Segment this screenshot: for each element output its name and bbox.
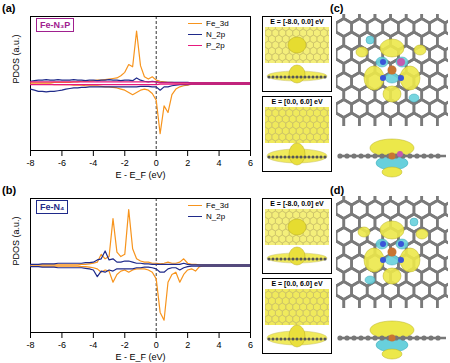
html-text:(a): (a) [2, 2, 16, 14]
svg-text:-2: -2 [121, 158, 129, 168]
svg-text:2: 2 [185, 340, 190, 350]
html-text:Fe-N₃P: Fe-N₃P [40, 20, 71, 30]
html-text:Fe-N₄: Fe-N₄ [40, 202, 65, 212]
svg-text:4: 4 [217, 158, 222, 168]
svg-text:-8: -8 [26, 340, 34, 350]
svg-text:E - E_F (eV): E - E_F (eV) [115, 170, 165, 180]
svg-text:-2: -2 [121, 340, 129, 350]
html-text:P_2p: P_2p [206, 41, 225, 50]
svg-text:-8: -8 [26, 158, 34, 168]
html-text:(c): (c) [330, 2, 344, 14]
svg-text:PDOS (a.u.): PDOS (a.u.) [11, 34, 21, 83]
svg-text:-4: -4 [89, 340, 97, 350]
html-text:E = [-8.0, 0.0] eV: E = [-8.0, 0.0] eV [270, 200, 324, 207]
svg-text:E - E_F (eV): E - E_F (eV) [115, 352, 165, 362]
svg-text:-6: -6 [58, 340, 66, 350]
svg-text:-6: -6 [58, 158, 66, 168]
svg-text:PDOS (a.u.): PDOS (a.u.) [11, 216, 21, 265]
html-text:(d): (d) [330, 184, 344, 196]
html-text:E = [0.0, 6.0] eV: E = [0.0, 6.0] eV [271, 98, 323, 105]
svg-text:0: 0 [154, 158, 159, 168]
html-text:Fe_3d: Fe_3d [206, 201, 229, 210]
svg-text:6: 6 [248, 340, 253, 350]
svg-text:6: 6 [248, 158, 253, 168]
html-text:(b): (b) [2, 184, 16, 196]
svg-text:-4: -4 [89, 158, 97, 168]
html-text:E = [0.0, 6.0] eV: E = [0.0, 6.0] eV [271, 280, 323, 287]
svg-text:4: 4 [217, 340, 222, 350]
svg-text:0: 0 [154, 340, 159, 350]
html-text:N_2p: N_2p [206, 212, 226, 221]
svg-text:2: 2 [185, 158, 190, 168]
html-text:E = [-8.0, 0.0] eV: E = [-8.0, 0.0] eV [270, 18, 324, 25]
html-text:Fe_3d: Fe_3d [206, 19, 229, 28]
html-text:N_2p: N_2p [206, 30, 226, 39]
